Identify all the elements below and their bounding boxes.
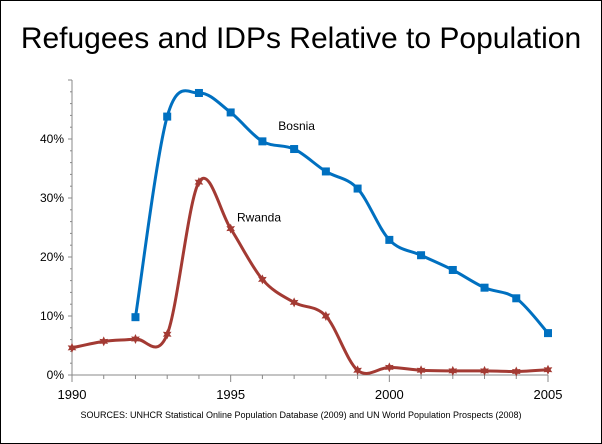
bosnia-data-point <box>321 167 330 176</box>
bosnia-data-point <box>226 108 235 117</box>
chart-labels: Bosnia Rwanda <box>237 119 315 224</box>
bosnia-data-point <box>544 329 552 338</box>
rwanda-data-point <box>194 177 204 188</box>
rwanda-data-point <box>480 365 489 376</box>
y-tick-label: 0% <box>47 368 65 382</box>
x-tick-label: 1995 <box>216 387 245 402</box>
bosnia-data-point <box>385 235 394 244</box>
x-tick-label: 2005 <box>534 387 563 402</box>
bosnia-data-point <box>290 145 299 154</box>
rwanda-data-point <box>99 336 109 347</box>
bosnia-data-point <box>163 112 172 121</box>
rwanda-data-point <box>67 342 77 353</box>
rwanda-data-point <box>321 311 331 321</box>
rwanda-data-point <box>511 366 521 377</box>
rwanda-data-point <box>353 365 362 376</box>
bosnia-data-point <box>353 184 362 193</box>
source-note: SOURCES: UNHCR Statistical Online Popula… <box>80 410 522 420</box>
x-tick-label: 1990 <box>58 387 87 402</box>
rwanda-data-point <box>131 334 140 345</box>
bosnia-data-point <box>258 137 267 146</box>
rwanda-data-point <box>226 223 235 234</box>
rwanda-series-line <box>71 177 549 375</box>
y-tick-label: 40% <box>40 132 64 146</box>
y-tick-label: 20% <box>40 250 64 264</box>
rwanda-series-label: Rwanda <box>237 211 281 225</box>
y-tick-label: 30% <box>40 191 64 205</box>
x-tick-label: 2000 <box>375 387 404 402</box>
y-tick-label: 10% <box>40 309 64 323</box>
bosnia-data-point <box>512 294 521 303</box>
rwanda-data-point <box>162 329 172 340</box>
bosnia-data-point <box>131 313 140 322</box>
chart-axes: 0% 10% 20% 30% 40% 1990 1995 2000 2005 <box>40 79 563 402</box>
bosnia-series-label: Bosnia <box>278 119 315 133</box>
rwanda-data-point <box>258 274 267 285</box>
chart-series <box>67 88 553 377</box>
rwanda-data-point <box>416 365 426 376</box>
rwanda-data-point <box>385 362 394 373</box>
bosnia-series-line <box>133 89 550 335</box>
rwanda-data-point <box>448 365 458 376</box>
rwanda-data-point <box>289 297 299 308</box>
chart-title: Refugees and IDPs Relative to Population <box>20 22 582 55</box>
rwanda-data-point <box>543 364 553 375</box>
bosnia-data-point <box>480 283 489 292</box>
bosnia-data-point <box>448 265 457 274</box>
bosnia-data-point <box>194 88 203 97</box>
bosnia-data-point <box>417 251 426 260</box>
